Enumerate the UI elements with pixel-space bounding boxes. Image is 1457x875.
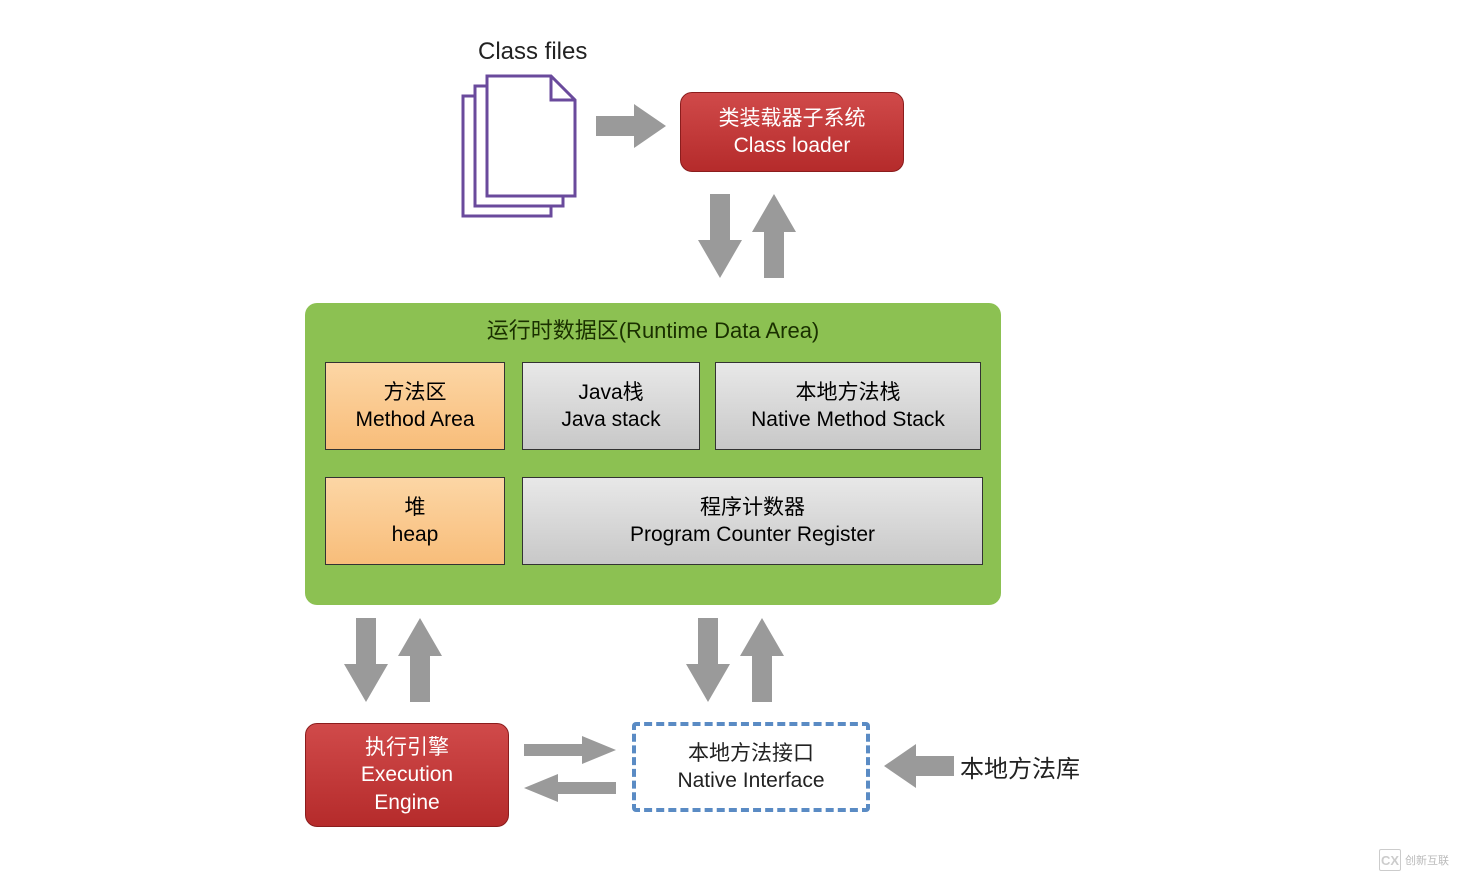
watermark-logo-text: CX <box>1381 853 1399 868</box>
exec-engine-en1: Execution <box>361 761 453 788</box>
class-files-icon <box>455 74 585 229</box>
watermark: CX 创新互联 <box>1379 849 1449 871</box>
arrow-exec-to-ni <box>524 736 616 764</box>
native-interface-box: 本地方法接口 Native Interface <box>632 722 870 812</box>
pc-register-box: 程序计数器 Program Counter Register <box>522 477 983 565</box>
method-area-en: Method Area <box>355 406 474 433</box>
native-stack-en: Native Method Stack <box>751 406 945 433</box>
java-stack-en: Java stack <box>561 406 660 433</box>
java-stack-box: Java栈 Java stack <box>522 362 700 450</box>
runtime-title: 运行时数据区(Runtime Data Area) <box>305 303 1001 346</box>
native-lib-label: 本地方法库 <box>960 749 1080 784</box>
exec-engine-cn: 执行引擎 <box>365 734 449 761</box>
heap-cn: 堆 <box>405 494 426 521</box>
watermark-text: 创新互联 <box>1405 852 1449 868</box>
class-loader-label-en: Class loader <box>734 132 851 159</box>
arrow-rt-to-ni-down <box>686 618 730 702</box>
heap-box: 堆 heap <box>325 477 505 565</box>
native-stack-cn: 本地方法栈 <box>796 379 901 406</box>
exec-engine-en2: Engine <box>374 789 439 816</box>
runtime-title-text: 运行时数据区(Runtime Data Area) <box>487 318 820 343</box>
arrow-exec-to-rt-up <box>398 618 442 702</box>
method-area-box: 方法区 Method Area <box>325 362 505 450</box>
arrow-rt-to-exec-down <box>344 618 388 702</box>
watermark-logo-icon: CX <box>1379 849 1401 871</box>
class-files-text: Class files <box>478 38 587 65</box>
heap-en: heap <box>392 521 439 548</box>
execution-engine-box: 执行引擎 Execution Engine <box>305 723 509 827</box>
arrow-ni-to-rt-up <box>740 618 784 702</box>
native-iface-en: Native Interface <box>677 767 824 794</box>
arrow-classloader-up <box>752 194 796 278</box>
arrow-lib-to-ni <box>884 744 954 788</box>
pc-register-cn: 程序计数器 <box>700 494 805 521</box>
class-files-label: Class files <box>478 38 587 66</box>
native-iface-cn: 本地方法接口 <box>688 740 814 767</box>
native-stack-box: 本地方法栈 Native Method Stack <box>715 362 981 450</box>
arrow-classloader-down <box>698 194 742 278</box>
arrow-ni-to-exec <box>524 774 616 802</box>
method-area-cn: 方法区 <box>384 379 447 406</box>
pc-register-en: Program Counter Register <box>630 521 875 548</box>
class-loader-box: 类装载器子系统 Class loader <box>680 92 904 172</box>
arrow-files-to-classloader <box>596 104 666 148</box>
native-lib-text: 本地方法库 <box>960 756 1080 783</box>
class-loader-label-cn: 类装载器子系统 <box>719 105 866 132</box>
java-stack-cn: Java栈 <box>578 379 643 406</box>
